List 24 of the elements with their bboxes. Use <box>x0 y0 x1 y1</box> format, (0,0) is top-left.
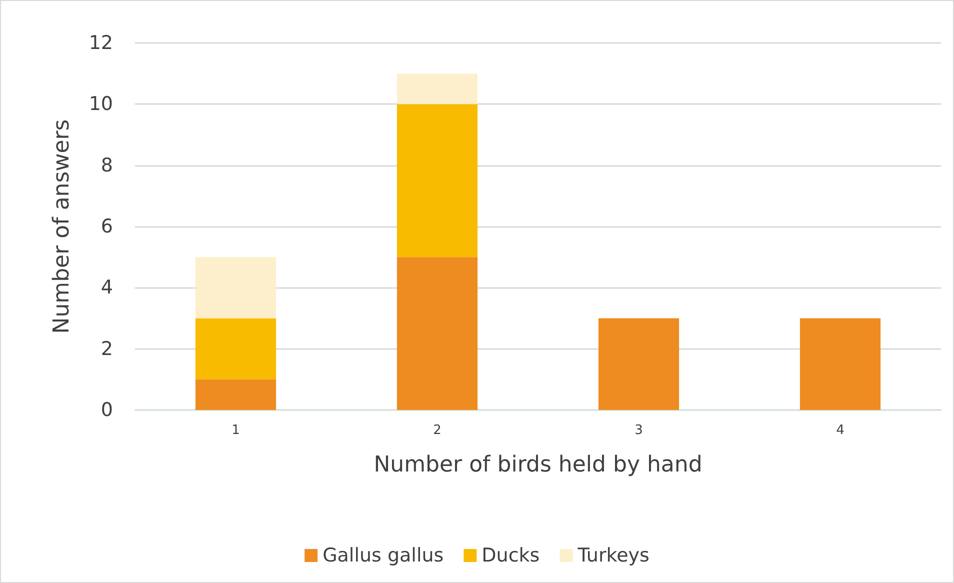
y-tick-label: 8 <box>100 154 113 176</box>
y-tick-label: 6 <box>100 216 113 238</box>
bar <box>195 257 276 318</box>
bar <box>396 74 478 104</box>
x-tick-label: 2 <box>433 423 442 438</box>
x-tick-label: 1 <box>232 423 240 438</box>
bar <box>598 318 680 410</box>
y-tick-label: 0 <box>100 399 113 421</box>
bar <box>195 318 276 380</box>
bar <box>396 257 478 410</box>
legend-label: Turkeys <box>576 544 650 566</box>
x-axis-title: Number of birds held by hand <box>374 452 702 478</box>
y-tick-label: 2 <box>100 338 113 360</box>
legend-label: Gallus gallus <box>322 544 444 566</box>
x-tick-label: 3 <box>634 423 643 438</box>
y-tick-label: 10 <box>88 93 113 116</box>
y-tick-label: 12 <box>88 32 113 54</box>
y-tick-label: 4 <box>100 276 113 299</box>
bar <box>195 379 276 410</box>
y-axis-title: Number of answers <box>50 119 74 334</box>
legend-label: Ducks <box>482 544 540 566</box>
bar <box>396 104 478 258</box>
x-tick-label: 4 <box>836 423 844 438</box>
bar <box>800 318 881 410</box>
